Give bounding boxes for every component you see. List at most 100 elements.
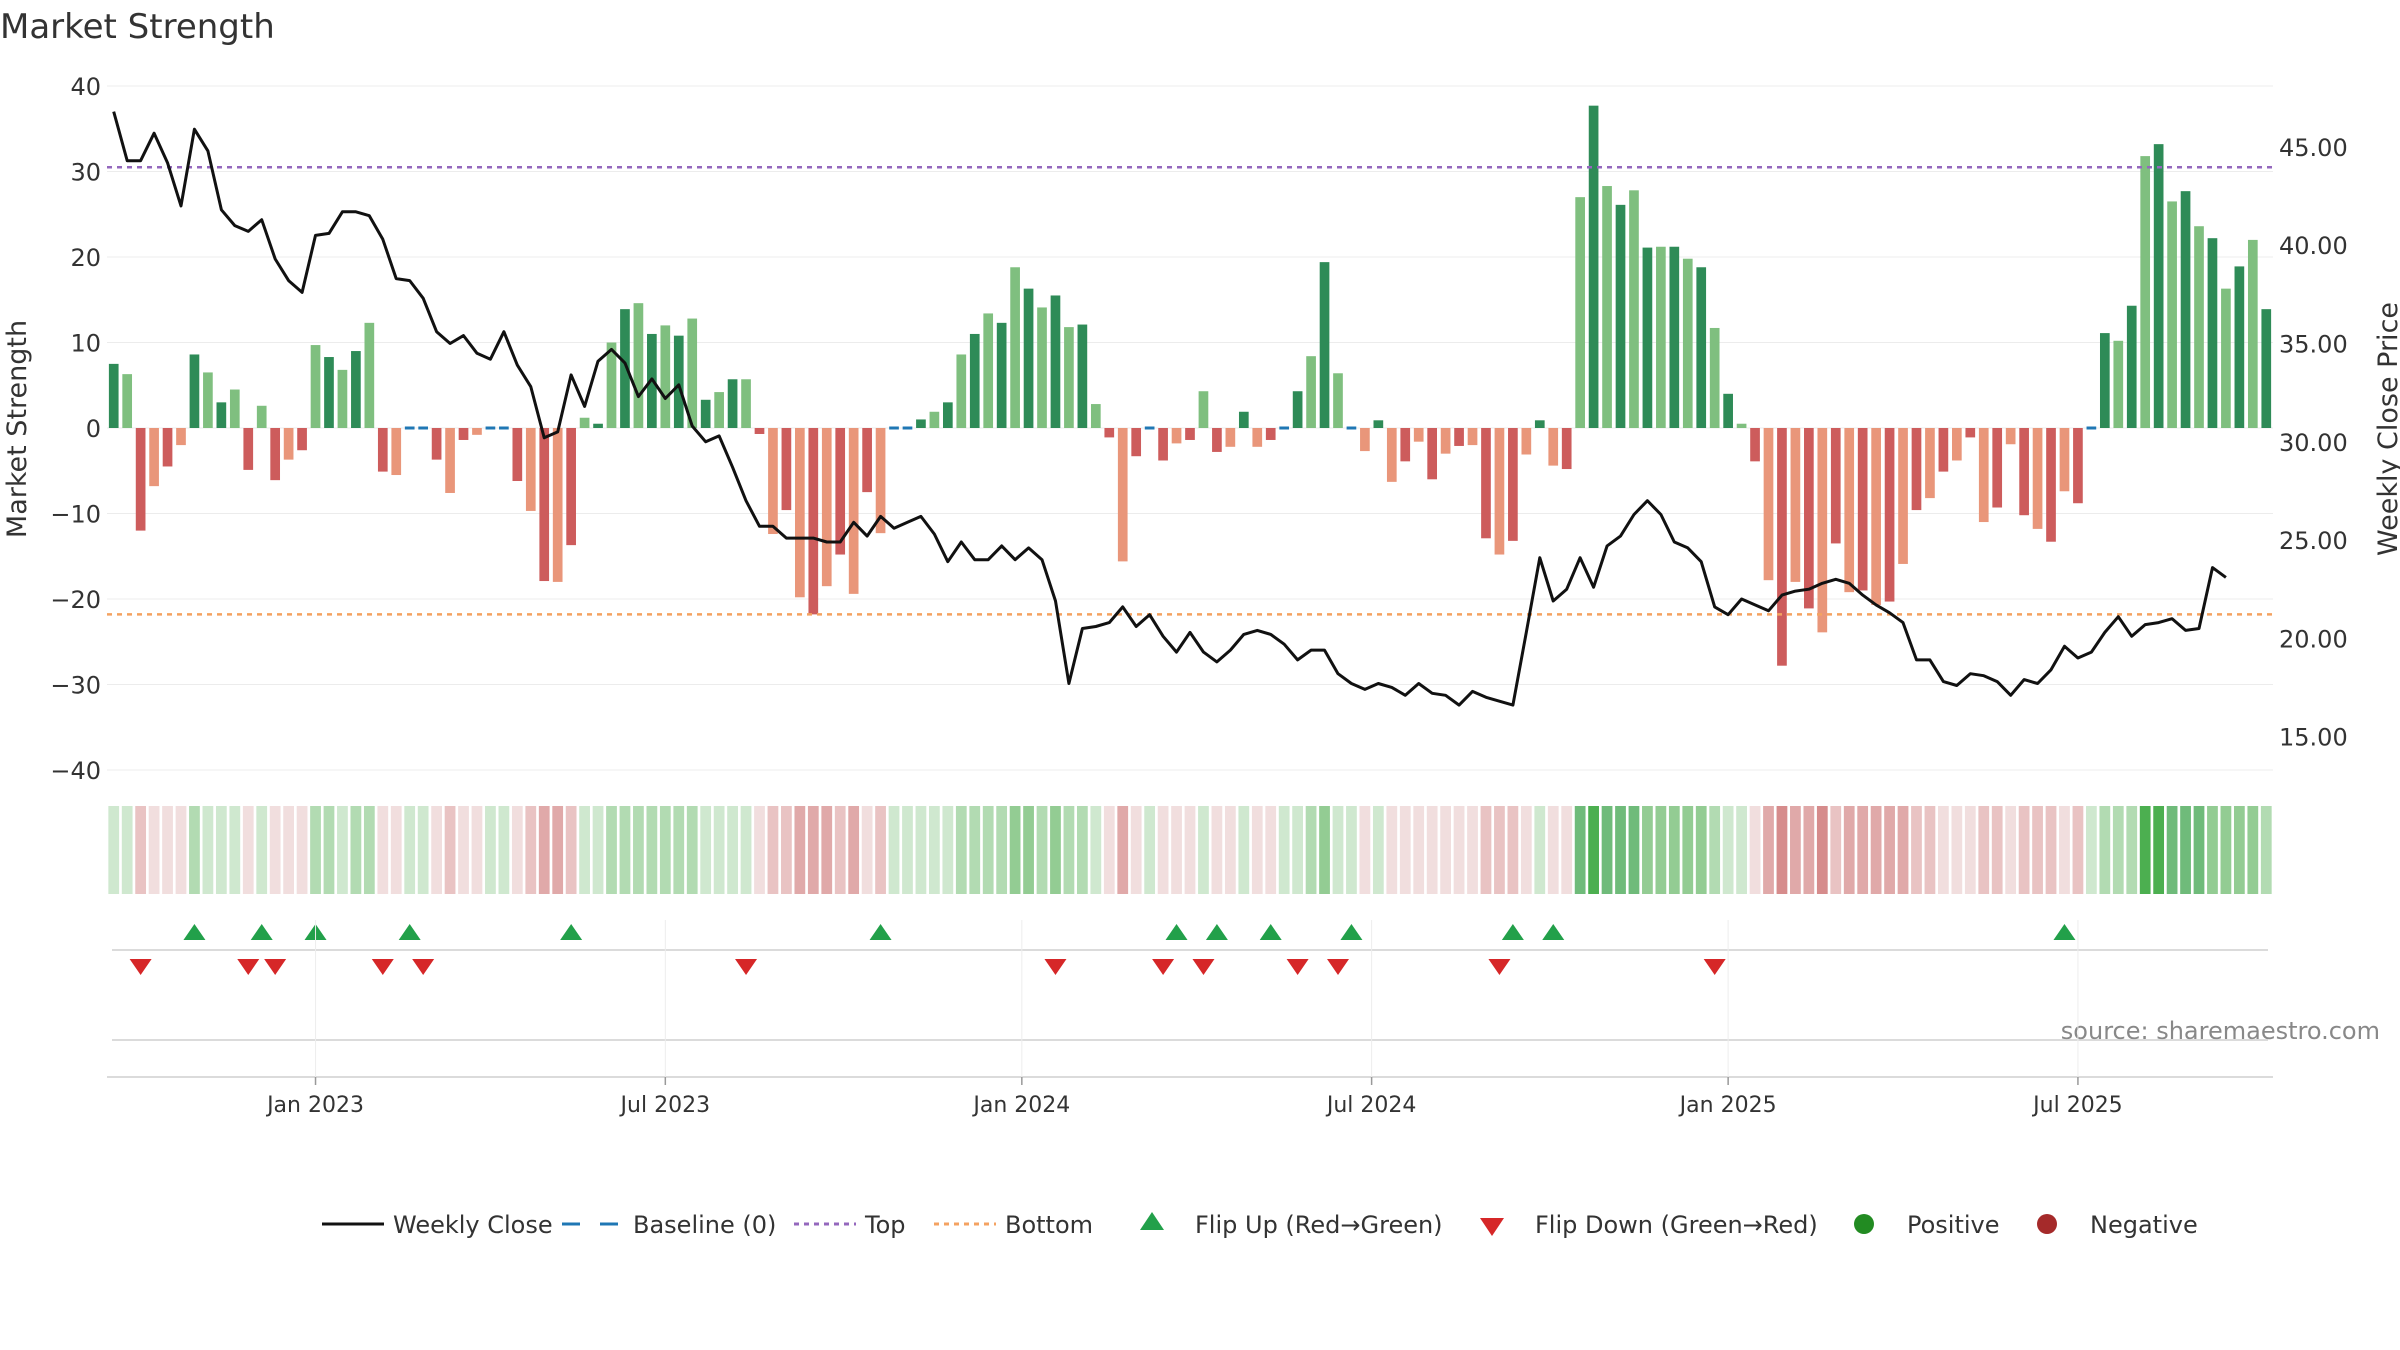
bar bbox=[1198, 391, 1209, 428]
bar bbox=[310, 345, 321, 428]
heat-cell bbox=[1520, 806, 1532, 894]
bar bbox=[2126, 305, 2137, 428]
bar bbox=[916, 419, 926, 428]
bar bbox=[660, 325, 671, 428]
flip-up-marker bbox=[560, 924, 583, 940]
heat-cell bbox=[1372, 806, 1384, 894]
bar bbox=[1669, 246, 1680, 428]
heat-cell bbox=[1776, 806, 1788, 894]
bar bbox=[2153, 144, 2164, 428]
y-right-tick-label: 45.00 bbox=[2279, 134, 2348, 162]
heat-cell bbox=[2180, 806, 2191, 894]
y-axis-left-label: Market Strength bbox=[2, 320, 33, 538]
flip-down-marker bbox=[371, 959, 394, 975]
weekly-close-series bbox=[112, 111, 2227, 707]
heat-cell bbox=[148, 806, 160, 894]
bar bbox=[337, 369, 348, 428]
heat-cell bbox=[1547, 806, 1559, 894]
heat-cell bbox=[996, 806, 1008, 894]
heat-cell bbox=[1023, 806, 1034, 894]
bar bbox=[2019, 428, 2029, 516]
heat-cell bbox=[1870, 806, 1882, 894]
bar bbox=[862, 428, 872, 493]
bar bbox=[1642, 247, 1653, 428]
bar bbox=[620, 309, 630, 428]
bar bbox=[2194, 226, 2204, 428]
flip-down-marker bbox=[735, 959, 758, 975]
y-right-tick-label: 15.00 bbox=[2279, 724, 2348, 752]
legend-label: Weekly Close bbox=[393, 1211, 553, 1239]
heat-cell bbox=[1332, 806, 1344, 894]
bar bbox=[795, 428, 805, 598]
flip-up-marker bbox=[183, 924, 206, 940]
bar bbox=[1925, 428, 1935, 499]
bar bbox=[1225, 428, 1236, 447]
bar bbox=[781, 428, 792, 511]
heat-cell bbox=[1682, 806, 1694, 894]
heat-cell bbox=[121, 806, 133, 894]
heat-cell bbox=[1709, 806, 1721, 894]
heat-cell bbox=[2045, 806, 2057, 894]
heat-cell bbox=[673, 806, 685, 894]
heat-cell bbox=[969, 806, 981, 894]
bar bbox=[875, 428, 886, 534]
heat-cell bbox=[2112, 806, 2124, 894]
heat-cell bbox=[1534, 806, 1546, 894]
heat-cell bbox=[256, 806, 268, 894]
bar bbox=[1965, 428, 1976, 438]
flip-down-marker bbox=[237, 959, 260, 975]
heat-cell bbox=[1938, 806, 1949, 894]
heat-cell bbox=[363, 806, 375, 894]
flip-up-marker bbox=[398, 924, 421, 940]
heat-cell bbox=[1628, 806, 1640, 894]
bar bbox=[2167, 201, 2177, 428]
heat-cell bbox=[1305, 806, 1317, 894]
bar bbox=[983, 313, 994, 428]
heat-cell bbox=[1211, 806, 1223, 894]
heat-cell bbox=[135, 806, 147, 894]
bar bbox=[1037, 307, 1047, 428]
flip-down-marker bbox=[412, 959, 435, 975]
bar bbox=[1777, 428, 1787, 666]
heat-cell bbox=[767, 806, 779, 894]
heat-cell bbox=[1790, 806, 1801, 894]
legend-swatch bbox=[2037, 1214, 2057, 1234]
bar bbox=[351, 351, 361, 428]
bar bbox=[1333, 373, 1343, 428]
heat-cell bbox=[1884, 806, 1895, 894]
heat-cell bbox=[1251, 806, 1263, 894]
bar bbox=[593, 423, 603, 428]
y-axis-right-label: Weekly Close Price bbox=[2373, 302, 2400, 556]
heat-cell bbox=[579, 806, 590, 894]
bar bbox=[1817, 428, 1828, 633]
heat-cell bbox=[431, 806, 442, 894]
heat-cell bbox=[929, 806, 940, 894]
bar bbox=[1252, 428, 1263, 447]
bar bbox=[1413, 428, 1424, 442]
bar bbox=[1064, 327, 1074, 428]
heat-cell bbox=[1050, 806, 1061, 894]
heat-cell bbox=[2059, 806, 2070, 894]
bar bbox=[566, 428, 576, 546]
heat-cell bbox=[1642, 806, 1653, 894]
bar bbox=[1400, 428, 1411, 462]
y-tick-label: −10 bbox=[50, 501, 101, 529]
heat-cell bbox=[511, 806, 523, 894]
heat-cell bbox=[1076, 806, 1088, 894]
bar bbox=[431, 428, 442, 460]
bar bbox=[2140, 156, 2151, 429]
bar bbox=[727, 379, 738, 428]
heat-cell bbox=[1467, 806, 1478, 894]
bar bbox=[996, 322, 1007, 428]
bar bbox=[1750, 428, 1760, 462]
heat-cell bbox=[1668, 806, 1680, 894]
bar bbox=[1090, 404, 1101, 428]
bar bbox=[2073, 428, 2083, 504]
heat-cell bbox=[659, 806, 671, 894]
bar bbox=[1185, 428, 1195, 440]
bar bbox=[768, 428, 778, 535]
bar bbox=[216, 402, 227, 428]
heat-cell bbox=[296, 806, 308, 894]
legend-swatch bbox=[1480, 1218, 1504, 1236]
heat-cell bbox=[794, 806, 806, 894]
